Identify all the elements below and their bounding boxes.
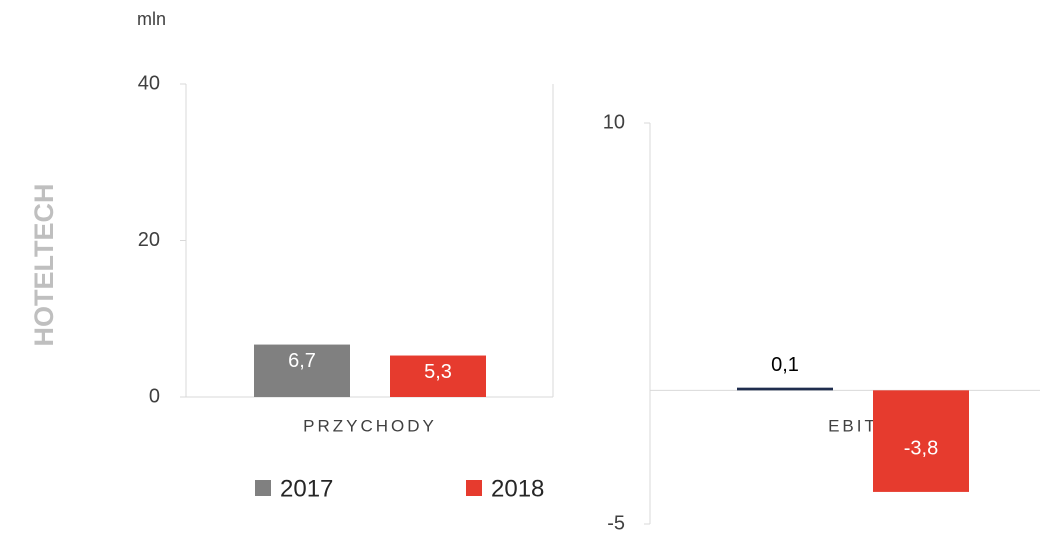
legend-label: 2018 [491,475,544,502]
legend-label: 2017 [280,475,333,502]
value-label: 0,1 [771,354,799,376]
bar [390,355,486,397]
value-label: -3,8 [904,437,938,459]
y-tick-label: -5 [607,512,625,534]
y-tick-label: 0 [149,385,160,407]
bar [873,390,969,492]
legend-swatch [466,480,482,496]
legend-swatch [255,480,271,496]
bar [737,387,833,391]
y-tick-label: 10 [603,111,625,133]
y-tick-label: 40 [138,72,160,94]
value-label: 5,3 [424,361,452,383]
side-label: HOTELTECH [29,184,59,347]
value-label: 6,7 [288,350,316,372]
unit-label: mln [137,9,166,29]
bar [254,344,350,397]
y-tick-label: 20 [138,229,160,251]
x-tick-label: EBIT [828,416,878,435]
x-tick-label: PRZYCHODY [303,416,437,435]
